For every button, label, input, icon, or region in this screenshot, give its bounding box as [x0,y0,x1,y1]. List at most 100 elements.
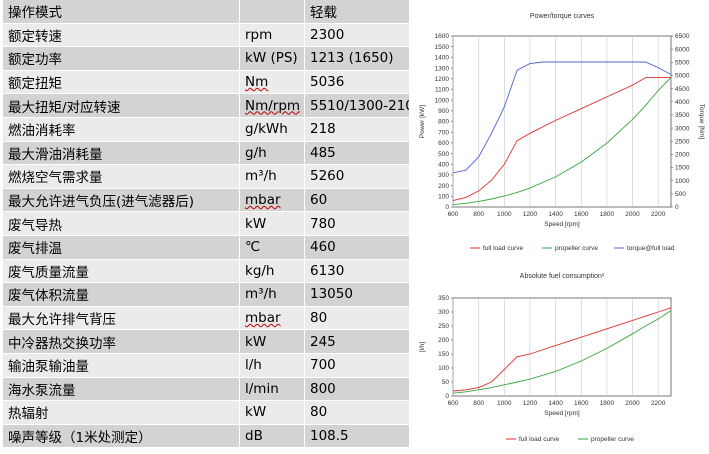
y-tick-label: 600 [438,140,449,147]
x-axis-label: Speed [rpm] [544,221,580,228]
legend-label: full load curve [519,436,559,443]
spec-unit-cell: g/kWh [239,117,305,142]
spec-value-cell: 800 [304,377,409,402]
spec-row: 输油泵输油量 l/h 700 [3,353,409,378]
x-tick-label: 2200 [651,400,666,407]
x-tick-label: 1200 [523,211,538,218]
spec-value-cell: 5036 [304,70,409,95]
spec-row: 噪声等级（1米处测定） dB 108.5 [3,424,409,449]
spec-value-cell: 485 [304,141,409,166]
y-tick-label: 50 [442,379,450,386]
spec-row: 中冷器热交换功率 kW 245 [3,329,409,354]
series-line-1 [452,310,672,394]
y-axis-label: [l/h] [419,342,426,353]
spec-unit-cell: kW [239,329,305,354]
spec-value-cell: 5510/1300-2100 [304,93,409,118]
spec-unit-cell: kW [239,211,305,236]
y2-tick-label: 6000 [675,46,690,53]
spec-name-cell: 输油泵输油量 [3,353,240,378]
legend-label: full load curve [483,245,523,252]
y2-axis-label: Torque [Nm] [698,104,705,140]
legend-label: propeller curve [555,245,598,252]
spec-name-cell: 海水泵流量 [3,377,240,402]
spec-table-body: 操作模式 轻载 额定转速 rpm 2300 额定功率 kW (PS) 1213 (1650) 额… [3,0,409,449]
x-tick-label: 2000 [625,211,640,218]
spec-row: 燃烧空气需求量 m³/h 5260 [3,164,409,189]
plot-frame [452,297,672,397]
spec-row: 燃油消耗率 g/kWh 218 [3,117,409,142]
spec-value-cell: 2300 [304,23,409,48]
spec-row: 废气质量流量 kg/h 6130 [3,259,409,284]
x-tick-label: 1400 [548,400,563,407]
y-tick-label: 700 [438,129,449,136]
spec-unit-cell: g/h [239,141,305,166]
spec-row: 额定功率 kW (PS) 1213 (1650) [3,46,409,71]
y2-tick-label: 1000 [675,178,690,185]
y2-tick-label: 3000 [675,125,690,132]
spec-value-cell: 700 [304,353,409,378]
x-tick-label: 1000 [497,400,512,407]
y-tick-label: 150 [438,351,449,358]
spec-name-cell: 最大允许进气负压(进气滤器后) [3,188,240,213]
spec-value-cell: 6130 [304,259,409,284]
y-tick-label: 1000 [435,97,450,104]
spec-unit-cell: kg/h [239,259,305,284]
y2-tick-label: 0 [675,204,679,211]
spec-name-cell: 废气体积流量 [3,282,240,307]
spec-value-cell: 108.5 [304,424,409,449]
y-tick-label: 0 [445,204,449,211]
spec-value-cell: 轻载 [304,0,409,24]
spec-value-cell: 460 [304,235,409,260]
spec-name-cell: 最大滑油消耗量 [3,141,240,166]
chart-title: Power/torque curves [530,13,595,20]
y-tick-label: 1400 [435,55,450,62]
spec-value-cell: 80 [304,306,409,331]
y-tick-label: 0 [445,393,449,400]
y2-tick-label: 4000 [675,99,690,106]
spec-row: 热辐射 kW 80 [3,400,409,425]
spec-name-cell: 额定功率 [3,46,240,71]
x-tick-label: 800 [473,211,484,218]
spec-name-cell: 废气排温 [3,235,240,260]
x-tick-label: 1600 [574,400,589,407]
spec-unit-cell: rpm [239,23,305,48]
spec-unit-cell: m³/h [239,164,305,189]
y-tick-label: 800 [438,119,449,126]
y-tick-label: 1300 [435,65,450,72]
spec-unit-cell: ℃ [239,235,305,260]
spec-unit-cell: kW (PS) [239,46,305,71]
spec-value-cell: 245 [304,329,409,354]
x-tick-label: 600 [448,400,459,407]
y2-tick-label: 3500 [675,112,690,119]
y-tick-label: 350 [438,295,449,302]
y-axis-label: Power [kW] [419,105,426,138]
spec-row: 额定转速 rpm 2300 [3,23,409,48]
legend-label: propeller curve [591,436,634,443]
y-tick-label: 1600 [435,33,450,40]
y-tick-label: 1500 [435,44,450,51]
y-tick-label: 250 [438,323,449,330]
spec-name-cell: 废气质量流量 [3,259,240,284]
x-tick-label: 1400 [548,211,563,218]
spec-name-cell: 额定扭矩 [3,70,240,95]
y-tick-label: 500 [438,151,449,158]
y2-tick-label: 5500 [675,60,690,67]
spec-value-cell: 1213 (1650) [304,46,409,71]
y-tick-label: 400 [438,161,449,168]
spec-name-cell: 燃烧空气需求量 [3,164,240,189]
spec-name-cell: 中冷器热交换功率 [3,329,240,354]
y-tick-label: 100 [438,194,449,201]
spec-unit-cell: mbar [239,306,305,331]
spec-row: 操作模式 轻载 [3,0,409,24]
spec-name-cell: 最大允许排气背压 [3,306,240,331]
spec-unit-cell: kW [239,400,305,425]
spec-unit-cell: l/h [239,353,305,378]
spec-row: 废气导热 kW 780 [3,211,409,236]
y-tick-label: 300 [438,172,449,179]
x-tick-label: 2200 [651,211,666,218]
spec-name-cell: 额定转速 [3,23,240,48]
spec-row: 最大允许排气背压 mbar 80 [3,306,409,331]
spec-row: 最大滑油消耗量 g/h 485 [3,141,409,166]
